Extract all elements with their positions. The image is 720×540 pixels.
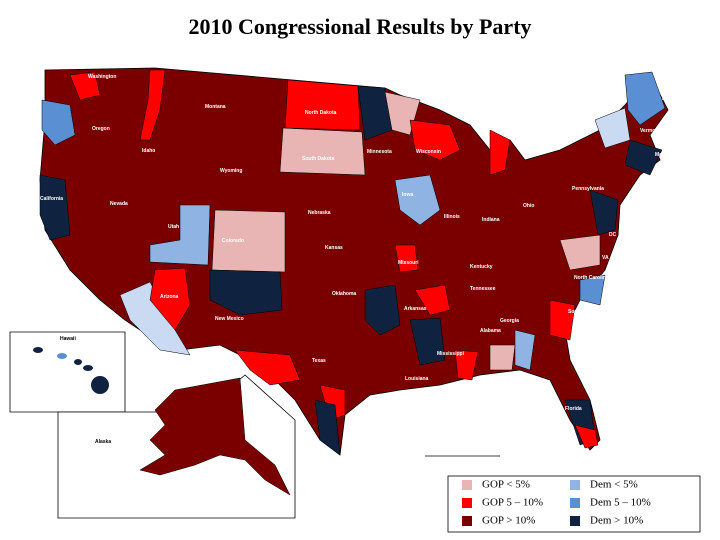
state-label: Connecticut (656, 181, 685, 187)
legend-swatch (462, 480, 472, 490)
legend-label: Dem < 5% (590, 479, 638, 491)
legend-label: GOP > 10% (482, 515, 535, 527)
state-label: Illinois (444, 214, 460, 220)
state-label: Minnesota (367, 149, 392, 155)
state-label: Indiana (482, 217, 500, 223)
state-label: California (40, 196, 63, 202)
state-label: Nebraska (308, 210, 331, 216)
state-label: Kentucky (470, 264, 493, 270)
legend-label: GOP 5 – 10% (482, 497, 543, 509)
state-label: Maryland (631, 229, 653, 235)
state-label: Ohio (523, 203, 534, 209)
hawaii-islands (33, 347, 109, 394)
alaska (139, 377, 291, 496)
state-label: Maine (662, 96, 676, 102)
state-label: Alaska (95, 439, 111, 445)
districts (39, 69, 666, 456)
legend-swatch (570, 516, 580, 526)
state-label: Texas (312, 358, 326, 364)
state-label: Louisiana (405, 376, 429, 382)
state-label: North Dakota (305, 110, 337, 116)
state-label: Utah (168, 224, 179, 230)
state-label: Missouri (398, 260, 419, 266)
state-label: Wyoming (220, 168, 242, 174)
state-label: Kansas (325, 245, 343, 251)
state-label: North Carolina (574, 275, 609, 281)
state-label: VA (602, 255, 609, 261)
state-label: New Jersey (630, 200, 658, 206)
legend-label: GOP < 5% (482, 479, 530, 491)
state-label: Alabama (480, 328, 501, 334)
state-label: Georgia (500, 318, 519, 324)
legend-label: Dem > 10% (590, 515, 643, 527)
state-label: Delaware (630, 214, 652, 220)
state-label: Pennsylvania (572, 186, 604, 192)
state-label: Oregon (92, 126, 110, 132)
state-label: Iowa (402, 192, 413, 198)
state-label: Oklahoma (332, 291, 356, 297)
state-label: Wisconsin (416, 149, 441, 155)
state-label: Vermont (640, 128, 660, 134)
hawaii-inset (9, 331, 126, 413)
state-label: Nevada (110, 201, 128, 207)
legend-swatch (462, 498, 472, 508)
map-title: 2010 Congressional Results by Party (188, 14, 532, 39)
legend-swatch (462, 516, 472, 526)
state-label: Montana (205, 104, 226, 110)
state-label: DC (609, 232, 617, 238)
state-label: Tennessee (470, 286, 496, 292)
state-label: Idaho (142, 148, 155, 154)
state-label: Massachusetts (655, 152, 691, 158)
state-label: Arkansas (404, 306, 427, 312)
state-label: South Dakota (302, 156, 334, 162)
state-label: Florida (565, 406, 582, 412)
state-label: Colorado (222, 238, 244, 244)
legend-swatch (570, 480, 580, 490)
state-label: Hawaii (60, 336, 76, 342)
legend-swatch (570, 498, 580, 508)
state-label: Arizona (160, 294, 179, 300)
state-label: Washington (88, 74, 116, 80)
state-label: New Hampshire (655, 139, 693, 145)
state-label: South Carolina (568, 309, 604, 315)
legend-label: Dem 5 – 10% (590, 497, 651, 509)
state-label: Rhode Island (655, 171, 686, 177)
state-label: Mississippi (437, 351, 465, 357)
state-label: New Mexico (215, 316, 244, 322)
